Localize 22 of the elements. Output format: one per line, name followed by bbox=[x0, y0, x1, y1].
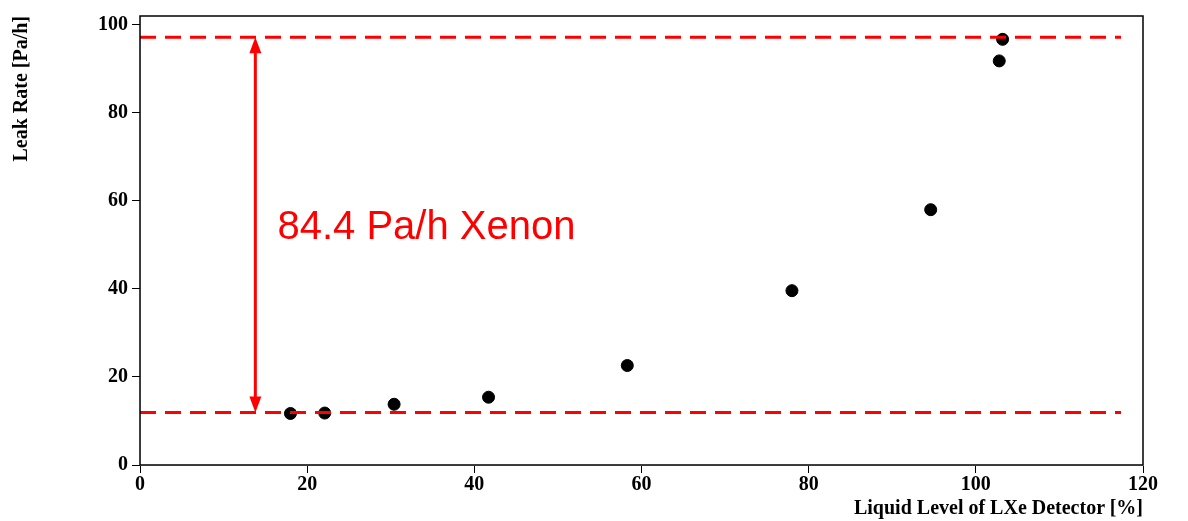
x-tick-label: 40 bbox=[464, 472, 485, 495]
x-tick-label: 60 bbox=[631, 472, 652, 495]
x-tick-label: 80 bbox=[798, 472, 819, 495]
y-tick-label: 100 bbox=[98, 11, 128, 34]
point bbox=[620, 359, 634, 373]
point bbox=[992, 54, 1006, 68]
x-tick-label: 20 bbox=[297, 472, 318, 495]
x-tick-label: 0 bbox=[135, 472, 145, 495]
point bbox=[482, 390, 496, 404]
point bbox=[924, 203, 938, 217]
annotation: 84.4 Pa/h Xenon bbox=[277, 202, 576, 247]
y-tick-label: 20 bbox=[108, 364, 128, 387]
y-axis-title: Leak Rate [Pa/h] bbox=[9, 16, 32, 162]
x-tick-label: 100 bbox=[960, 472, 991, 495]
point bbox=[387, 397, 401, 411]
y-tick-label: 80 bbox=[108, 100, 128, 123]
y-tick-label: 60 bbox=[108, 188, 128, 211]
x-tick-label: 120 bbox=[1128, 472, 1158, 495]
y-tick-label: 40 bbox=[108, 276, 128, 299]
x-axis-title: Liquid Level of LXe Detector [%] bbox=[853, 496, 1143, 520]
y-tick-label: 0 bbox=[118, 452, 128, 475]
point bbox=[785, 284, 799, 298]
